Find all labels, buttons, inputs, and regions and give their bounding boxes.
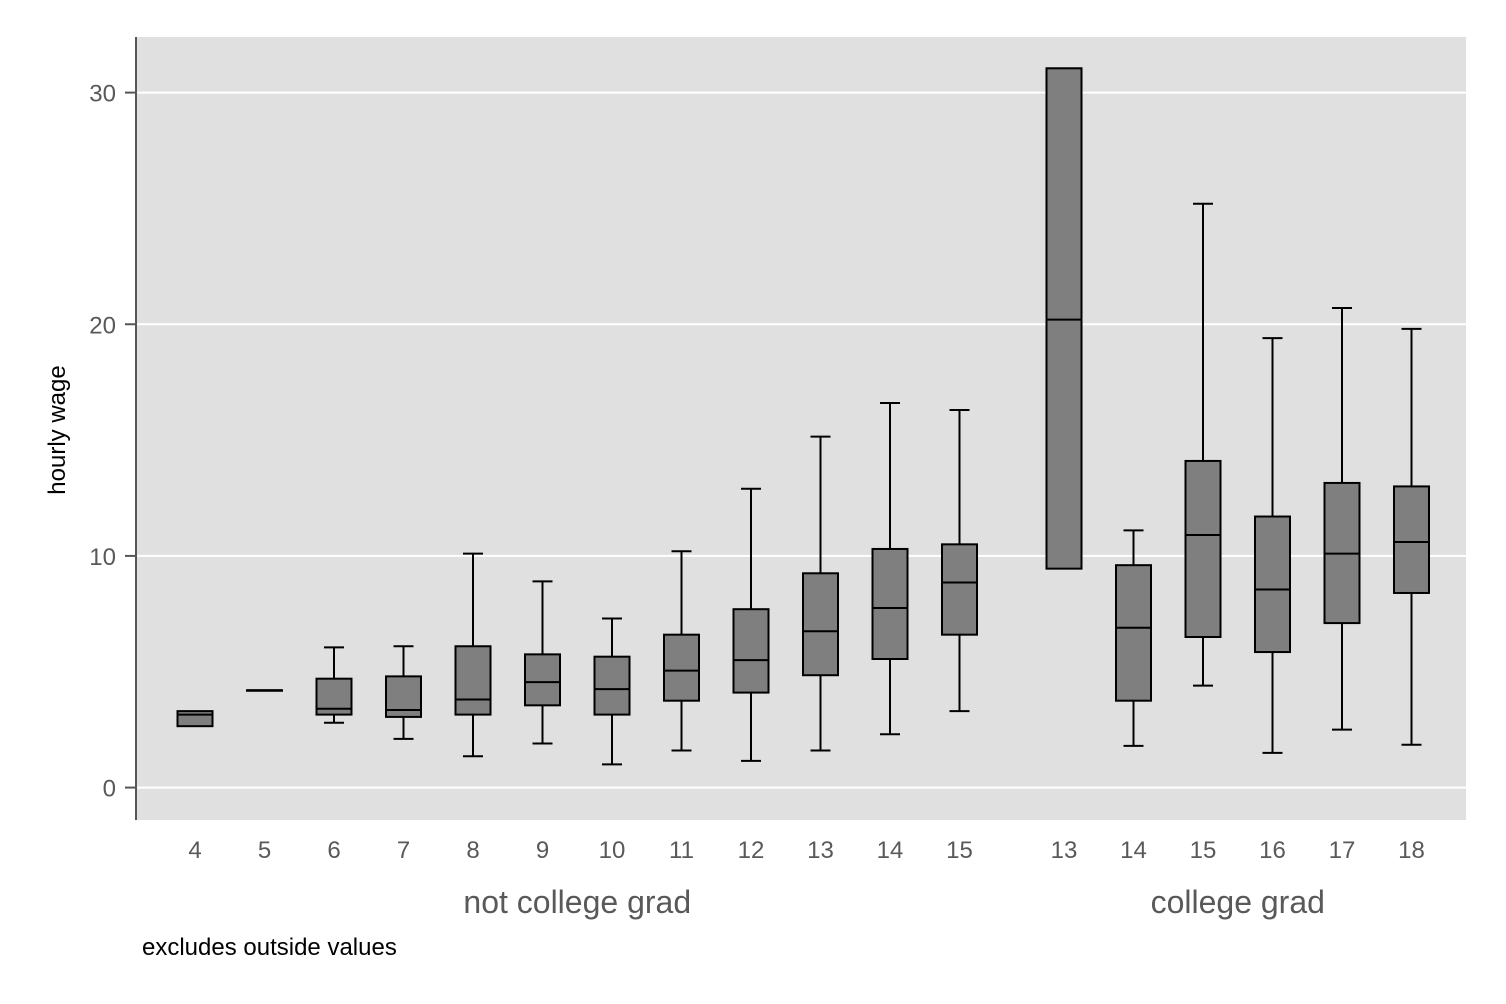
chart-note: excludes outside values bbox=[142, 934, 397, 961]
box-not-college-grad-7 bbox=[385, 645, 422, 740]
box-college-grad-17 bbox=[1323, 307, 1361, 731]
interquartile-box bbox=[524, 653, 561, 707]
x-axis-tick-labels: 4 5 6 7 8 9 10 11 12 13 14 15 13 14 15 16 17 18 bbox=[188, 837, 1425, 864]
box-not-college-grad-12 bbox=[732, 487, 770, 762]
interquartile-box bbox=[176, 710, 214, 728]
box-not-college-grad-13 bbox=[802, 435, 839, 752]
x-tick-label: 14 bbox=[1120, 837, 1147, 864]
x-tick-label: 10 bbox=[599, 837, 626, 864]
interquartile-box bbox=[941, 543, 978, 636]
interquartile-box bbox=[802, 572, 839, 677]
box-series bbox=[176, 67, 1430, 766]
box-not-college-grad-11 bbox=[663, 550, 700, 752]
x-tick-label: 11 bbox=[669, 837, 694, 864]
box-college-grad-14 bbox=[1115, 529, 1152, 747]
x-tick-label: 4 bbox=[188, 837, 201, 864]
box-not-college-grad-6 bbox=[315, 646, 353, 724]
x-tick-label: 16 bbox=[1259, 837, 1286, 864]
x-tick-label: 12 bbox=[738, 837, 765, 864]
interquartile-box bbox=[454, 645, 492, 716]
x-tick-label: 8 bbox=[466, 837, 479, 864]
interquartile-box bbox=[1393, 485, 1430, 594]
box-college-grad-15 bbox=[1184, 202, 1222, 687]
x-tick-label: 15 bbox=[946, 837, 973, 864]
interquartile-box bbox=[732, 608, 770, 694]
box-not-college-grad-5 bbox=[246, 689, 283, 692]
y-axis-title: hourly wage bbox=[44, 365, 71, 494]
box-not-college-grad-14 bbox=[871, 402, 909, 736]
box-college-grad-18 bbox=[1393, 327, 1430, 746]
y-tick-label: 10 bbox=[89, 544, 116, 571]
box-not-college-grad-10 bbox=[593, 617, 631, 766]
box-college-grad-16 bbox=[1254, 337, 1291, 754]
x-tick-label: 18 bbox=[1398, 837, 1425, 864]
box-not-college-grad-9 bbox=[524, 580, 561, 745]
y-tick-label: 20 bbox=[89, 312, 116, 339]
x-tick-label: 9 bbox=[536, 837, 549, 864]
y-tick-label: 0 bbox=[103, 776, 116, 803]
interquartile-box bbox=[663, 633, 700, 702]
group-labels: not college grad college grad bbox=[463, 884, 1325, 920]
x-tick-label: 14 bbox=[877, 837, 904, 864]
interquartile-box bbox=[1254, 515, 1291, 654]
y-axis-ticks: 0 10 20 30 bbox=[89, 81, 136, 803]
interquartile-box bbox=[593, 655, 631, 716]
box-not-college-grad-8 bbox=[454, 552, 492, 758]
group-label: college grad bbox=[1151, 884, 1325, 920]
box-not-college-grad-15 bbox=[941, 408, 978, 713]
box-not-college-grad-4 bbox=[176, 710, 214, 728]
interquartile-box bbox=[871, 547, 909, 660]
x-tick-label: 15 bbox=[1190, 837, 1217, 864]
interquartile-box bbox=[1045, 67, 1083, 570]
interquartile-box bbox=[1184, 459, 1222, 638]
x-tick-label: 17 bbox=[1329, 837, 1356, 864]
x-tick-label: 6 bbox=[327, 837, 340, 864]
x-tick-label: 13 bbox=[1051, 837, 1078, 864]
box-college-grad-13 bbox=[1045, 67, 1083, 570]
x-tick-label: 7 bbox=[397, 837, 410, 864]
gridlines bbox=[136, 91, 1466, 789]
x-tick-label: 13 bbox=[807, 837, 834, 864]
plot-background bbox=[136, 37, 1466, 820]
y-tick-label: 30 bbox=[89, 81, 116, 108]
group-label: not college grad bbox=[463, 884, 691, 920]
interquartile-box bbox=[1115, 564, 1152, 702]
x-tick-label: 5 bbox=[258, 837, 271, 864]
